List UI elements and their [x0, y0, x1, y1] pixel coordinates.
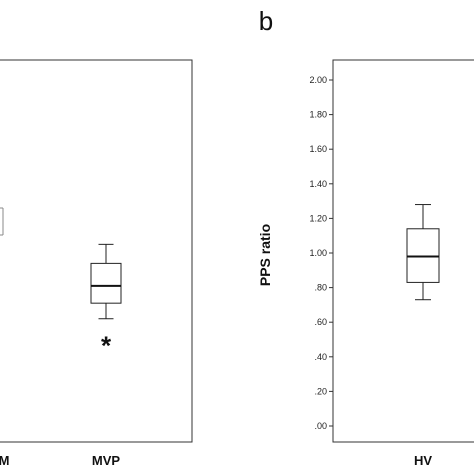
y-tick-label: 1.00 — [309, 248, 327, 258]
y-tick-label: .00 — [314, 421, 327, 431]
y-tick-label: 2.00 — [309, 75, 327, 85]
panel-b-boxes — [406, 204, 440, 301]
panel-a: M MVP * — [0, 59, 193, 468]
panel-b-frame — [332, 59, 474, 443]
panel-b-label: b — [259, 6, 273, 36]
y-tick-label: .40 — [314, 352, 327, 362]
y-tick-label: .60 — [314, 317, 327, 327]
y-tick-label: 1.40 — [309, 179, 327, 189]
panel-a-category-label-m: M — [0, 453, 9, 468]
y-tick-label: 1.20 — [309, 213, 327, 223]
y-tick-label: 1.80 — [309, 110, 327, 120]
panel-b: b PPS ratio .00 .20 .40 .60 .80 1.00 1.20 1.40 1… — [257, 6, 474, 468]
panel-a-boxes: * — [0, 207, 122, 361]
panel-a-category-label-mvp: MVP — [92, 453, 121, 468]
mvp-box — [90, 262, 122, 304]
y-tick-label: 1.60 — [309, 144, 327, 154]
y-axis-label: PPS ratio — [257, 224, 273, 286]
y-tick-label: .80 — [314, 283, 327, 293]
y-tick-label: .20 — [314, 386, 327, 396]
y-axis-ticks: .00 .20 .40 .60 .80 1.00 1.20 1.40 1.60 1.80 2.00 — [309, 75, 333, 431]
panel-b-category-label-hv: HV — [414, 453, 432, 468]
panel-a-frame — [0, 59, 193, 443]
mvp-outlier: * — [101, 331, 112, 361]
